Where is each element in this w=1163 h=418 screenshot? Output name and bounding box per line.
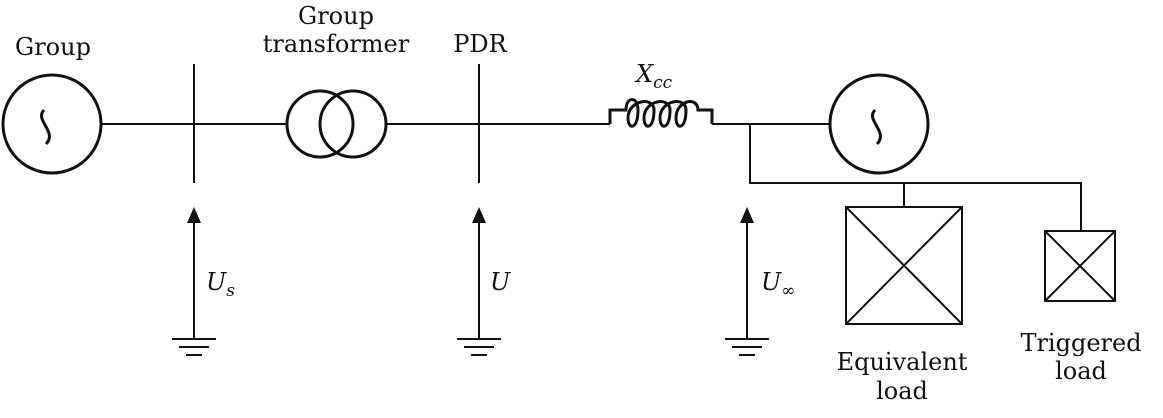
load-feeder <box>749 124 1082 231</box>
label-u: U <box>490 268 511 296</box>
label-us: Us <box>206 268 235 301</box>
label-xcc: Xcc <box>634 60 673 93</box>
voltage-arrow-uinf <box>740 207 754 338</box>
ground-icon-uinf <box>725 338 769 356</box>
label-transformer-line2: transformer <box>263 30 410 58</box>
label-pdr: PDR <box>453 30 507 58</box>
label-triggered-line2: load <box>1055 357 1107 385</box>
transformer-symbol <box>285 89 388 159</box>
label-equivalent-line2: load <box>876 377 928 405</box>
triggered-load-symbol <box>1044 230 1116 302</box>
equivalent-load-symbol <box>845 206 963 325</box>
voltage-arrow-u <box>472 207 486 338</box>
label-transformer-line1: Group <box>298 2 374 30</box>
label-equivalent-line1: Equivalent <box>837 348 968 376</box>
label-group: Group <box>15 33 91 61</box>
voltage-arrow-us <box>187 207 201 338</box>
label-uinf: U∞ <box>761 268 795 301</box>
label-triggered-line1: Triggered <box>1020 329 1141 357</box>
infinite-bus-source-symbol <box>828 73 930 175</box>
inductor-xcc-symbol <box>608 98 714 128</box>
generator-group-symbol <box>1 73 103 175</box>
ground-icon-us <box>172 338 216 356</box>
ground-icon-u <box>457 338 501 356</box>
